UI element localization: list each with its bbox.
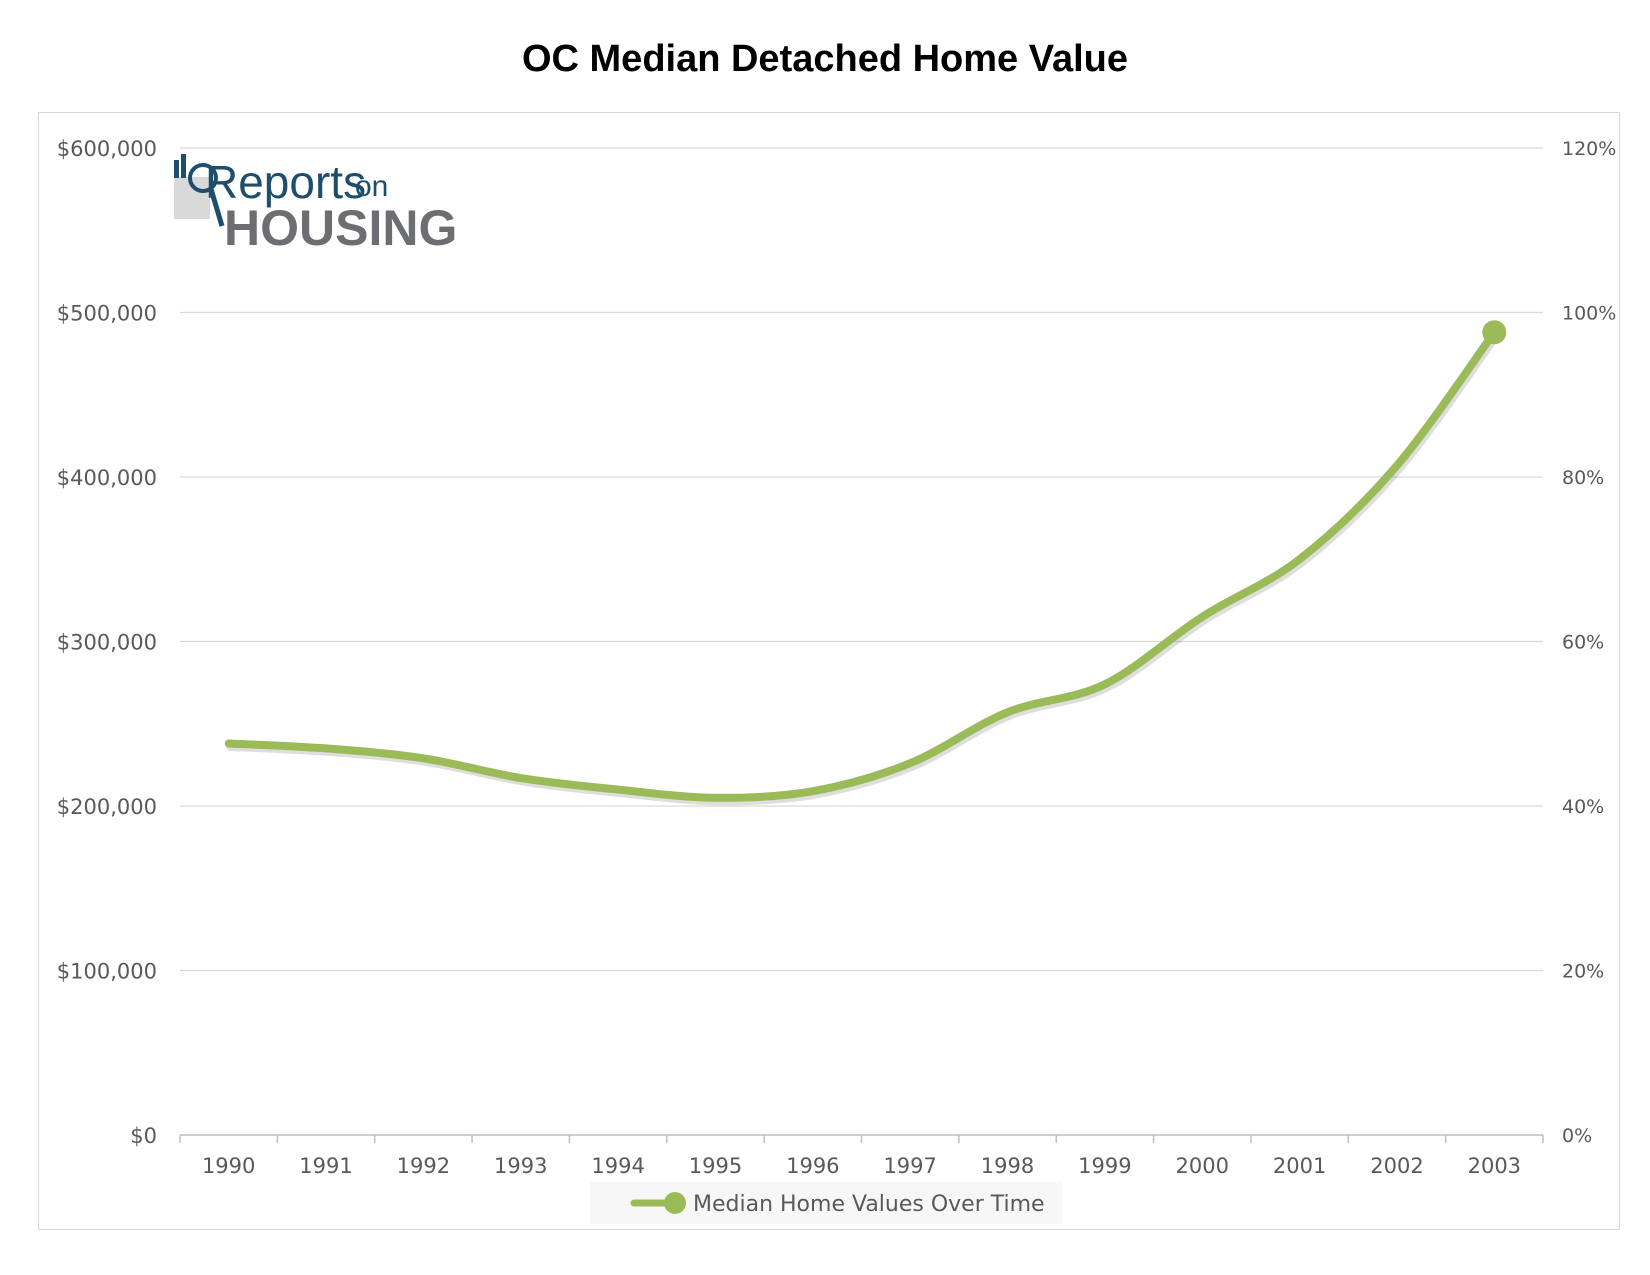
x-tick-label: 1994 [591, 1154, 644, 1178]
logo-bar-icon [174, 160, 179, 178]
series-layer [224, 320, 1507, 806]
y2-tick-label: 0% [1562, 1125, 1592, 1147]
y-tick-label: $300,000 [57, 631, 157, 655]
x-tick-label: 1993 [494, 1154, 547, 1178]
y2-tick-label: 40% [1562, 796, 1604, 818]
x-tick-label: 2000 [1176, 1154, 1229, 1178]
logo-text-housing: HOUSING [224, 200, 457, 256]
logo-magnifier-handle-icon [208, 188, 225, 227]
series-line-shadow [226, 330, 1501, 806]
legend-label: Median Home Values Over Time [693, 1192, 1045, 1217]
y-axis-left: $0 $100,000 $200,000 $300,000 $400,000 $500,0… [57, 137, 157, 1148]
x-tick-label: 1992 [397, 1154, 450, 1178]
x-tick-label: 2003 [1468, 1154, 1521, 1178]
y2-tick-label: 60% [1562, 632, 1604, 654]
data-point [1482, 320, 1507, 345]
y2-tick-label: 20% [1562, 961, 1604, 983]
logo-bar-icon [181, 154, 186, 178]
y-axis-right: 0% 20% 40% 60% 80% 100% 120% [1562, 138, 1616, 1147]
y-tick-label: $200,000 [57, 795, 157, 819]
x-tick-label: 1998 [981, 1154, 1034, 1178]
reports-on-housing-logo: Reports on HOUSING [174, 154, 457, 256]
x-tick-label: 2002 [1370, 1154, 1423, 1178]
y-tick-label: $400,000 [57, 466, 157, 490]
y2-tick-label: 100% [1562, 303, 1616, 325]
x-tick-label: 2001 [1273, 1154, 1326, 1178]
y-tick-label: $0 [130, 1124, 157, 1148]
gridlines [180, 147, 1543, 972]
x-axis: 1990 1991 1992 1993 1994 1995 1996 1997 1998 1999… [179, 1134, 1544, 1178]
legend-marker-icon [664, 1192, 686, 1214]
x-tick-label: 1996 [786, 1154, 839, 1178]
x-tick-label: 1997 [883, 1154, 936, 1178]
x-tick-label: 1995 [689, 1154, 742, 1178]
series-line [224, 328, 1499, 802]
x-tick-label: 1999 [1078, 1154, 1131, 1178]
legend: Median Home Values Over Time [590, 1182, 1062, 1224]
x-tick-label: 1990 [202, 1154, 255, 1178]
y-tick-label: $600,000 [57, 137, 157, 161]
chart-title: OC Median Detached Home Value [521, 38, 1129, 80]
logo-magnifier-icon [188, 163, 218, 193]
y-tick-label: $500,000 [57, 302, 157, 326]
logo-text-reports: Reports [205, 156, 366, 208]
x-tick-label: 1991 [299, 1154, 352, 1178]
chart-frame [38, 112, 1620, 1230]
y-tick-label: $100,000 [57, 960, 157, 984]
y2-tick-label: 80% [1562, 467, 1604, 489]
y2-tick-label: 120% [1562, 138, 1616, 160]
logo-text-on: on [355, 170, 388, 203]
